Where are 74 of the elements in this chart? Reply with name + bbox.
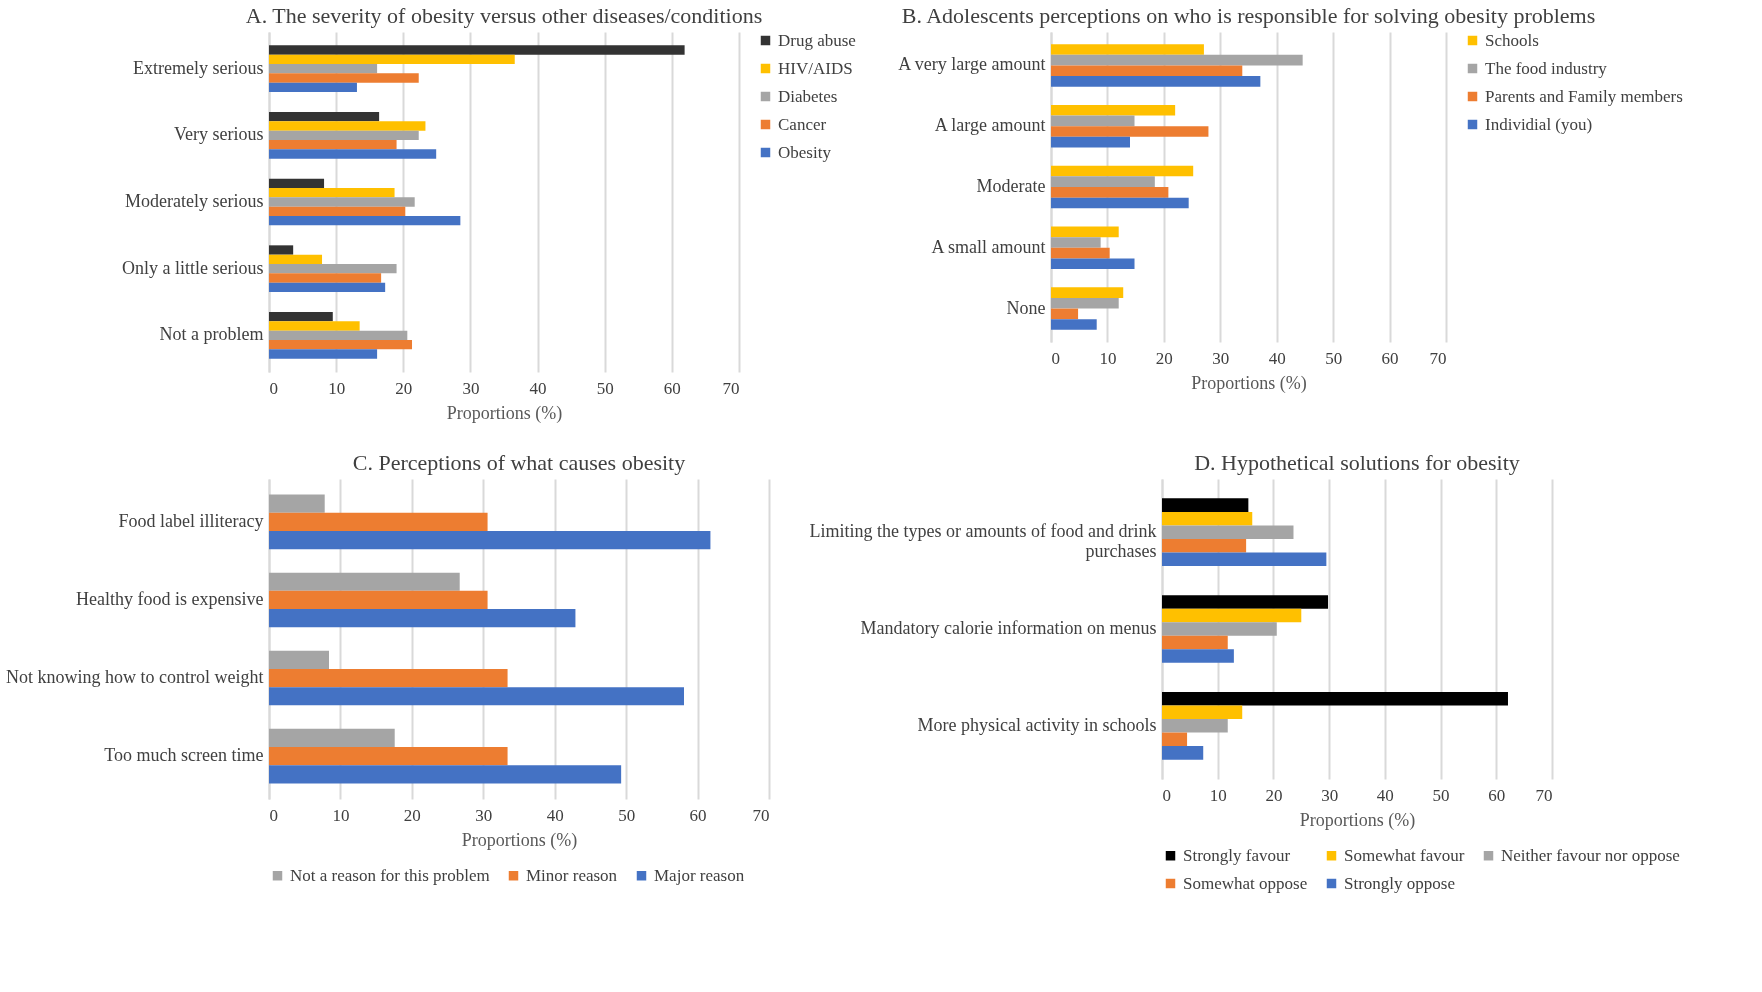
chart-title: C. Perceptions of what causes obesity xyxy=(352,450,686,475)
y-tick-label: A large amount xyxy=(934,115,1046,136)
legend-label: The food industry xyxy=(1485,58,1608,78)
legend-label: Individial (you) xyxy=(1485,114,1593,134)
chart-title: A. The severity of obesity versus other diseases/conditions xyxy=(245,3,763,28)
chart-title: B. Adolescents perceptions on who is responsible for solving obesity problems xyxy=(901,3,1596,28)
y-tick-label: Extremely serious xyxy=(133,57,264,78)
y-tick-label: Not knowing how to control weight xyxy=(6,667,264,688)
legend-label: Cancer xyxy=(778,114,827,134)
y-tick-label: A very large amount xyxy=(898,54,1046,75)
y-tick-label: Limiting the types or amounts of food and drink purchases xyxy=(809,521,1157,562)
x-tick-label: 60 xyxy=(1488,785,1506,805)
x-tick-label: 50 xyxy=(1432,785,1450,805)
x-tick-label: 10 xyxy=(1099,348,1117,368)
x-tick-label: 40 xyxy=(1268,348,1286,368)
x-tick-label: 20 xyxy=(403,805,421,825)
x-tick-label: 20 xyxy=(1265,785,1283,805)
y-tick-label: Moderately serious xyxy=(125,191,264,211)
x-tick-label: 30 xyxy=(462,378,480,398)
x-tick-label: 50 xyxy=(596,378,614,398)
x-tick-label: 10 xyxy=(1209,785,1227,805)
x-tick-label: 0 xyxy=(1051,348,1060,368)
x-tick-label: 40 xyxy=(1376,785,1394,805)
x-tick-label: 20 xyxy=(1155,348,1173,368)
legend-label: Drug abuse xyxy=(778,30,856,50)
y-tick-label: Only a little serious xyxy=(122,257,264,278)
y-tick-label: Moderate xyxy=(976,176,1046,196)
x-tick-label: 40 xyxy=(546,805,564,825)
x-tick-label: 0 xyxy=(269,378,278,398)
legend-label: HIV/AIDS xyxy=(778,58,853,78)
y-tick-label: More physical activity in schools xyxy=(917,714,1157,735)
legend-label: Somewhat favour xyxy=(1344,845,1465,865)
x-tick-label: 0 xyxy=(269,805,278,825)
x-tick-label: 30 xyxy=(1321,785,1339,805)
legend-label: Neither favour nor oppose xyxy=(1501,845,1680,865)
x-tick-label: 10 xyxy=(332,805,350,825)
x-tick-label: 30 xyxy=(475,805,493,825)
y-tick-label: Too much screen time xyxy=(104,745,264,766)
legend-label: Strongly oppose xyxy=(1344,873,1455,893)
legend-label: Major reason xyxy=(654,865,745,885)
x-tick-label: 60 xyxy=(1381,348,1399,368)
legend-label: Obesity xyxy=(778,142,832,162)
y-tick-label: Not a problem xyxy=(159,324,264,345)
legend-label: Diabetes xyxy=(778,86,838,106)
x-tick-label: 60 xyxy=(689,805,707,825)
y-tick-label: A small amount xyxy=(931,236,1046,257)
y-tick-label: None xyxy=(1006,297,1046,318)
legend-label: Somewhat oppose xyxy=(1183,873,1308,893)
x-tick-label: 70 xyxy=(722,378,740,398)
x-tick-label: 50 xyxy=(618,805,636,825)
x-tick-label: 70 xyxy=(1535,785,1553,805)
legend-label: Strongly favour xyxy=(1183,845,1291,865)
legend-label: Parents and Family members xyxy=(1485,86,1683,106)
legend-label: Not a reason for this problem xyxy=(290,865,490,885)
x-axis-title: Proportions (%) xyxy=(461,829,578,851)
x-tick-label: 10 xyxy=(328,378,346,398)
legend-label: Minor reason xyxy=(526,865,618,885)
chart-title: D. Hypothetical solutions for obesity xyxy=(1194,450,1520,475)
x-tick-label: 50 xyxy=(1325,348,1343,368)
y-tick-label: Mandatory calorie information on menus xyxy=(860,618,1157,638)
y-tick-label: Food label illiteracy xyxy=(118,510,264,531)
legend-label: Schools xyxy=(1485,30,1539,50)
x-tick-label: 20 xyxy=(395,378,413,398)
x-axis-title: Proportions (%) xyxy=(1191,372,1307,394)
x-tick-label: 40 xyxy=(529,378,547,398)
x-tick-label: 70 xyxy=(752,805,770,825)
x-tick-label: 70 xyxy=(1429,348,1447,368)
y-tick-label: Healthy food is expensive xyxy=(76,588,264,609)
x-axis-title: Proportions (%) xyxy=(1299,809,1416,831)
x-tick-label: 0 xyxy=(1162,785,1171,805)
x-axis-title: Proportions (%) xyxy=(446,402,563,424)
x-tick-label: 60 xyxy=(663,378,681,398)
x-tick-label: 30 xyxy=(1212,348,1230,368)
y-tick-label: Very serious xyxy=(174,124,264,145)
